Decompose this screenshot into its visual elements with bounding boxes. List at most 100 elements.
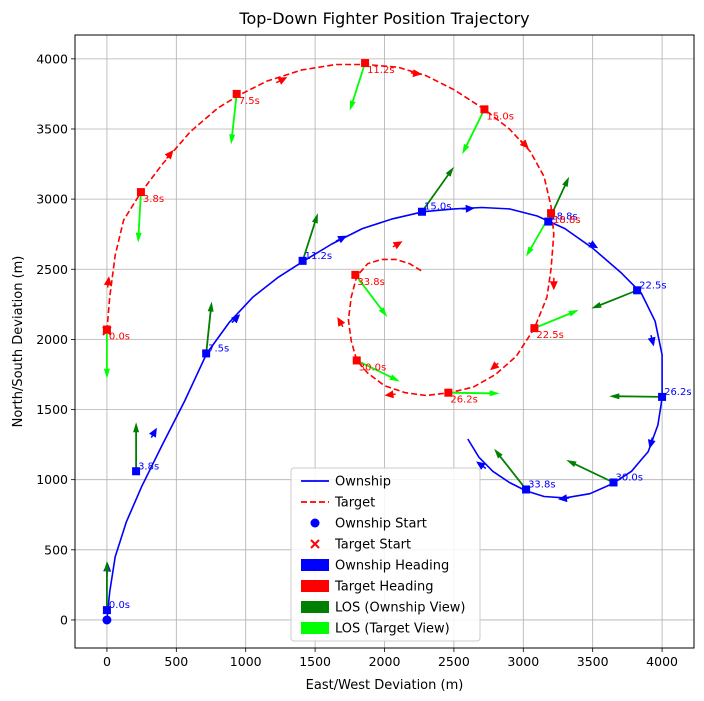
legend-patch-handle (301, 601, 329, 613)
x-tick-label: 1500 (299, 654, 331, 669)
ownship-time-label: 15.0s (424, 202, 451, 213)
los-target-arrow (462, 108, 486, 155)
los-ownship-arrow (566, 460, 614, 484)
target-time-label: 33.8s (357, 277, 384, 288)
ownship-sample-marker (633, 286, 642, 295)
x-tick-label: 1000 (230, 654, 262, 669)
target-heading-arrow (337, 317, 346, 328)
target-sample-marker (232, 89, 241, 98)
los-ownship-arrow (609, 393, 663, 400)
target-sample-marker (480, 105, 489, 114)
target-sample-marker (547, 209, 556, 218)
x-tick-label: 0 (103, 654, 111, 669)
plot-area: 0.0s 3.8s 7.5s 11.2s 15.0s 18.8s 22.5s 26.2s 30.… (102, 59, 692, 625)
ownship-trajectory (106, 206, 663, 620)
target-sample-marker (530, 324, 539, 333)
y-tick-label: 0 (60, 612, 68, 627)
y-tick-label: 3500 (36, 121, 68, 136)
target-time-label: 7.5s (239, 96, 260, 107)
y-tick-label: 3000 (36, 192, 68, 207)
legend-x-handle (310, 539, 320, 549)
target-time-label: 0.0s (109, 332, 130, 343)
ownship-time-label: 7.5s (208, 343, 229, 354)
los-ownship-arrow (494, 448, 527, 490)
target-trajectory (106, 63, 555, 397)
target-time-label: 11.2s (367, 65, 394, 76)
x-tick-label: 2500 (438, 654, 470, 669)
x-axis-title: East/West Deviation (m) (306, 678, 464, 693)
ownship-time-label: 3.8s (138, 461, 159, 472)
los-target-arrow (534, 309, 579, 329)
y-axis-title: North/South Deviation (m) (11, 256, 26, 428)
legend-dot-handle (310, 518, 320, 528)
y-tick-label: 2500 (36, 262, 68, 277)
target-heading-arrow (103, 276, 112, 288)
ownship-time-label: 22.5s (639, 280, 666, 291)
los-target-arrow (448, 390, 500, 397)
ownship-heading-arrow (335, 235, 347, 244)
target-heading-arrow (275, 77, 288, 85)
los-target-arrow (103, 329, 110, 379)
ownship-time-label: 11.2s (305, 251, 332, 262)
ownship-sample-marker (132, 467, 141, 476)
ownship-sample-marker (658, 392, 667, 401)
ownship-sample-marker (417, 207, 426, 216)
target-time-label: 26.2s (450, 395, 477, 406)
los-target-arrow (349, 62, 366, 111)
y-tick-label: 500 (44, 542, 68, 557)
target-time-label: 30.0s (359, 362, 386, 373)
target-heading-arrow (164, 150, 174, 160)
target-start-marker (102, 326, 112, 336)
ownship-heading-arrow (149, 427, 157, 438)
ownship-heading-arrow (462, 204, 475, 213)
ownship-sample-marker (202, 349, 211, 358)
los-target-arrow (135, 192, 142, 243)
los-ownship-arrow (133, 422, 140, 472)
ownship-sample-marker (102, 606, 111, 615)
ownship-heading-arrow (588, 240, 599, 249)
ownship-heading-arrow (231, 314, 241, 324)
x-tick-label: 3000 (507, 654, 539, 669)
legend-label: Ownship Heading (335, 559, 449, 574)
target-time-label: 18.8s (553, 215, 580, 226)
legend-patch-handle (301, 580, 329, 592)
x-tick-label: 2000 (369, 654, 401, 669)
ownship-heading-arrow (476, 461, 487, 470)
ownship-sample-marker (544, 217, 553, 226)
legend-label: Target (334, 496, 375, 511)
chart-title: Top-Down Fighter Position Trajectory (238, 9, 529, 28)
ownship-sample-marker (522, 485, 531, 494)
target-heading-arrow (519, 139, 529, 149)
ownship-time-label: 33.8s (528, 479, 555, 490)
los-target-arrow (356, 359, 400, 382)
target-time-label: 22.5s (536, 330, 563, 341)
legend-label: Ownship (335, 475, 391, 490)
target-sample-marker (444, 388, 453, 397)
los-target-arrow (229, 93, 238, 145)
ownship-heading-arrow (558, 494, 570, 503)
target-time-label: 15.0s (486, 111, 513, 122)
los-ownship-arrow (301, 213, 318, 262)
legend: Ownship Target Ownship Start Target Start Ow… (290, 467, 481, 642)
target-heading-arrow (549, 277, 558, 291)
ownship-sample-marker (298, 256, 307, 265)
y-tick-label: 4000 (36, 51, 68, 66)
target-sample-marker (351, 270, 360, 279)
target-heading-arrow (490, 361, 500, 371)
x-tick-label: 4000 (646, 654, 678, 669)
y-tick-label: 2000 (36, 332, 68, 347)
los-ownship-arrow (205, 301, 214, 354)
ownship-time-label: 0.0s (109, 600, 130, 611)
target-heading-arrow (410, 69, 422, 78)
target-sample-marker (136, 188, 145, 197)
x-tick-label: 500 (164, 654, 188, 669)
legend-label: Ownship Start (335, 517, 427, 532)
target-time-label: 3.8s (143, 194, 164, 205)
legend-box (290, 467, 481, 642)
legend-label: LOS (Ownship View) (335, 601, 466, 616)
los-ownship-arrow (591, 289, 638, 309)
legend-label: Target Heading (334, 580, 433, 595)
axis-ticks: 0 500 1000 1500 2000 2500 3000 3500 4000 0 500 1000… (36, 51, 678, 669)
legend-patch-handle (301, 559, 329, 571)
